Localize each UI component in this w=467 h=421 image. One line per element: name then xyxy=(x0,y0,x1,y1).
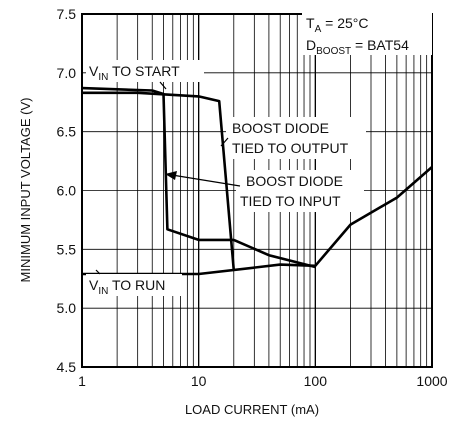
y-tick-label: 5.5 xyxy=(57,241,77,257)
x-tick-label: 1000 xyxy=(416,373,447,389)
boost-input-bg xyxy=(236,170,364,212)
y-tick-label: 7.5 xyxy=(57,6,77,22)
boost-output-bg xyxy=(226,117,366,159)
series-line xyxy=(81,86,234,242)
y-tick-label: 5.0 xyxy=(57,300,77,316)
arrowhead-boost-input xyxy=(165,171,177,180)
leader-vin-start xyxy=(159,81,167,90)
vin-to-run-label: VIN TO RUN xyxy=(89,277,165,297)
y-tick-label: 6.0 xyxy=(57,183,77,199)
vin-run-bg xyxy=(86,274,182,296)
boost-output-label-1: BOOST DIODE xyxy=(232,120,329,136)
conditions-bg xyxy=(302,13,432,55)
x-tick-label: 1 xyxy=(78,373,86,389)
y-tick-label: 7.0 xyxy=(57,65,77,81)
plot-frame xyxy=(81,13,433,368)
tick-labels: 1 10 100 1000 4.5 5.0 5.5 6.0 6.5 7.0 7.5 xyxy=(57,6,448,389)
boost-input-label-1: BOOST DIODE xyxy=(246,173,343,189)
x-axis-title: LOAD CURRENT (mA) xyxy=(185,402,319,417)
dboost-condition: DBOOST = BAT54 xyxy=(306,37,409,57)
x-tick-label: 100 xyxy=(304,373,328,389)
series-line xyxy=(233,238,316,269)
leader-vin-run xyxy=(95,269,101,275)
y-tick-label: 4.5 xyxy=(57,359,77,375)
vin-to-start-label: VIN TO START xyxy=(89,63,180,83)
boost-output-label-2: TIED TO OUTPUT xyxy=(232,140,349,156)
leader-boost-input xyxy=(171,174,241,187)
curves xyxy=(81,86,433,276)
vin-start-bg xyxy=(86,60,204,82)
leader-boost-output xyxy=(220,137,229,147)
y-tick-label: 6.5 xyxy=(57,124,77,140)
boost-input-label-2: TIED TO INPUT xyxy=(240,193,341,209)
y-axis-title: MINIMUM INPUT VOLTAGE (V) xyxy=(18,98,33,283)
series-line xyxy=(82,91,236,271)
ta-condition: TA = 25°C xyxy=(306,15,368,35)
x-tick-label: 10 xyxy=(191,373,207,389)
